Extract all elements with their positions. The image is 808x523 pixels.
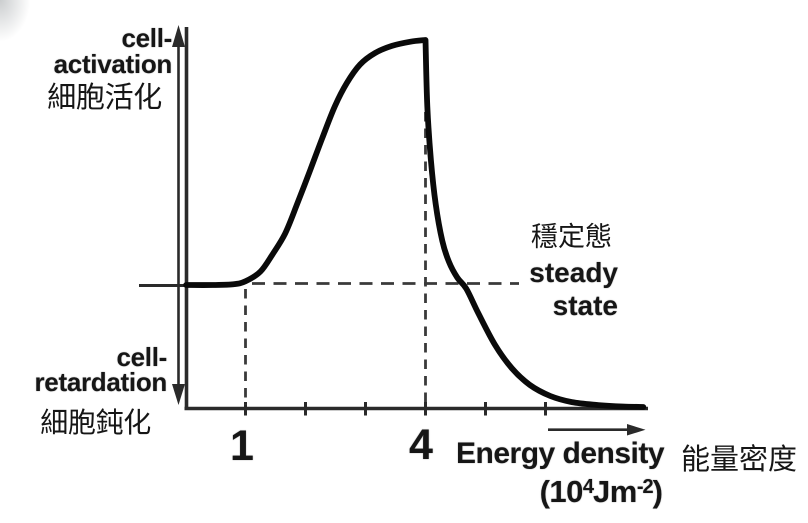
steady-state-zh: 穩定態 [531, 222, 612, 252]
x-axis-label-zh: 能量密度 [681, 444, 798, 476]
units-exponent-neg2: -2 [636, 476, 654, 498]
x-axis-label-en: Energy density [456, 437, 665, 470]
x-tick-label-4: 4 [409, 421, 433, 469]
units-part1: (10 [539, 474, 584, 509]
steady-state-label: 穩定態 steady state [418, 219, 618, 322]
cell-activation-line2: activation [53, 49, 173, 79]
cell-retardation-line1: cell- [116, 342, 167, 372]
x-axis-units: (104Jm-2) [503, 474, 699, 510]
cell-retardation-line2: retardation [34, 367, 167, 397]
units-exponent-4: 4 [582, 476, 594, 498]
units-part3: ) [652, 474, 663, 509]
x-tick-label-1: 1 [230, 422, 254, 470]
steady-state-line1: steady [529, 257, 618, 288]
cell-retardation-zh: 細胞鈍化 [40, 407, 151, 438]
units-part2: Jm [593, 474, 637, 509]
steady-state-line2: state [552, 290, 618, 321]
y-axis-top-label: cell- activation 細胞活化 [0, 25, 172, 113]
y-axis-bottom-label: cell- retardation 細胞鈍化 [0, 342, 167, 438]
cell-activation-line1: cell- [121, 23, 172, 53]
cell-activation-zh: 細胞活化 [47, 82, 162, 114]
